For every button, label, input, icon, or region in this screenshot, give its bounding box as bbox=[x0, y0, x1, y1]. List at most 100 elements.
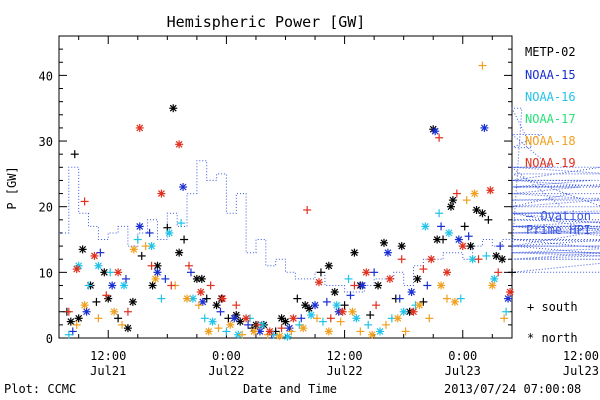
data-point bbox=[397, 242, 406, 251]
data-point bbox=[78, 245, 87, 254]
data-point bbox=[80, 301, 89, 310]
data-point bbox=[446, 202, 455, 211]
y-tick-label: 20 bbox=[39, 201, 53, 215]
data-point bbox=[114, 314, 123, 323]
data-point bbox=[230, 314, 239, 323]
data-point bbox=[340, 301, 349, 310]
data-point bbox=[444, 228, 453, 237]
legend-entry-noaa-16: NOAA-16 bbox=[525, 90, 576, 104]
legend-south-marker: + south bbox=[527, 300, 578, 314]
data-point bbox=[148, 281, 157, 290]
data-point bbox=[435, 209, 444, 218]
data-point bbox=[64, 330, 73, 339]
data-point bbox=[92, 297, 101, 306]
data-point bbox=[232, 301, 241, 310]
legend-entry-noaa-17: NOAA-17 bbox=[525, 112, 576, 126]
data-point bbox=[490, 274, 499, 283]
data-point bbox=[110, 307, 119, 316]
data-point bbox=[379, 238, 388, 247]
data-point bbox=[336, 317, 345, 326]
data-point bbox=[96, 248, 105, 257]
data-point bbox=[216, 307, 225, 316]
data-point bbox=[484, 215, 493, 224]
data-point bbox=[407, 288, 416, 297]
data-point bbox=[226, 320, 235, 329]
data-point bbox=[289, 314, 298, 323]
data-point bbox=[128, 297, 137, 306]
data-point bbox=[508, 268, 516, 277]
data-point bbox=[502, 307, 511, 316]
data-point bbox=[248, 324, 257, 333]
legend-entry-noaa-18: NOAA-18 bbox=[525, 134, 576, 148]
data-point bbox=[119, 281, 128, 290]
data-point bbox=[356, 327, 365, 336]
data-point bbox=[482, 251, 491, 260]
data-point bbox=[322, 297, 331, 306]
data-point bbox=[157, 189, 166, 198]
data-point bbox=[460, 222, 469, 231]
data-point bbox=[121, 274, 130, 283]
data-point bbox=[401, 327, 410, 336]
data-point bbox=[399, 307, 408, 316]
data-point bbox=[366, 311, 375, 320]
data-point bbox=[72, 265, 81, 274]
data-point bbox=[277, 324, 286, 333]
data-point bbox=[218, 294, 227, 303]
data-point bbox=[397, 255, 406, 264]
data-point bbox=[437, 281, 446, 290]
data-point bbox=[448, 196, 457, 205]
data-point bbox=[265, 327, 274, 336]
data-point bbox=[145, 228, 154, 237]
data-point bbox=[175, 140, 184, 149]
data-point bbox=[180, 235, 189, 244]
x-tick-time-label: 0:00 bbox=[448, 349, 477, 363]
data-point bbox=[84, 281, 93, 290]
data-point bbox=[464, 232, 473, 241]
data-point bbox=[293, 294, 302, 303]
data-point bbox=[456, 294, 465, 303]
data-point bbox=[338, 307, 347, 316]
x-tick-date-label: Jul23 bbox=[563, 364, 599, 378]
data-point bbox=[316, 268, 325, 277]
x-tick-time-label: 12:00 bbox=[90, 349, 126, 363]
data-point bbox=[324, 261, 333, 270]
data-point bbox=[249, 327, 258, 336]
data-point bbox=[470, 189, 479, 198]
legend: METP-02 NOAA-15 NOAA-16 NOAA-17 NOAA-18 … bbox=[525, 45, 591, 345]
data-point bbox=[153, 268, 162, 277]
data-point bbox=[393, 314, 402, 323]
legend-north-marker: * north bbox=[527, 331, 578, 345]
data-point bbox=[358, 281, 367, 290]
data-point bbox=[413, 274, 422, 283]
data-point bbox=[462, 196, 471, 205]
data-point bbox=[431, 127, 440, 136]
data-point bbox=[383, 248, 392, 257]
data-point bbox=[183, 294, 192, 303]
data-point bbox=[488, 281, 497, 290]
data-point bbox=[419, 265, 428, 274]
data-point bbox=[332, 301, 341, 310]
data-point bbox=[167, 281, 176, 290]
data-point bbox=[303, 205, 312, 214]
data-point bbox=[82, 307, 91, 316]
data-point bbox=[504, 294, 513, 303]
data-point bbox=[324, 327, 333, 336]
legend-ovation-line1: — Ovation bbox=[526, 209, 591, 223]
data-point bbox=[376, 327, 385, 336]
x-axis: 12:00Jul210:00Jul2212:00Jul220:00Jul2312… bbox=[78, 36, 599, 378]
data-point bbox=[423, 281, 432, 290]
data-point bbox=[72, 320, 81, 329]
data-point bbox=[385, 274, 394, 283]
x-tick-date-label: Jul22 bbox=[208, 364, 244, 378]
data-point bbox=[169, 104, 178, 113]
data-point bbox=[123, 307, 132, 316]
y-tick-label: 30 bbox=[39, 135, 53, 149]
data-point bbox=[299, 324, 308, 333]
data-point bbox=[297, 314, 306, 323]
data-point bbox=[480, 123, 489, 132]
data-point bbox=[368, 330, 377, 339]
data-point bbox=[242, 314, 251, 323]
data-point bbox=[244, 320, 253, 329]
